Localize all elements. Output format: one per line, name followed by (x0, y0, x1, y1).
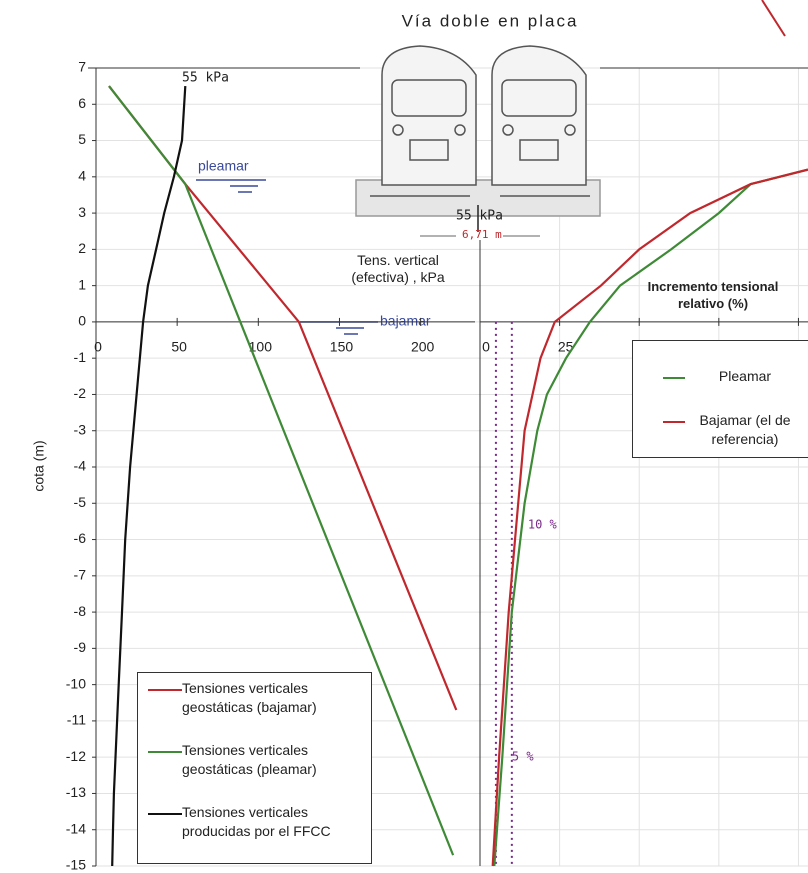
y-tick-label: 1 (78, 276, 86, 292)
x-tick-label: 200 (411, 339, 435, 355)
y-tick-label: 5 (78, 131, 86, 147)
y-tick-label: 4 (78, 168, 86, 184)
y-tick-label: -10 (66, 675, 86, 691)
line-series (493, 168, 808, 867)
y-tick-label: -8 (74, 603, 87, 619)
y-tick-label: -4 (74, 458, 87, 474)
legend-label: Pleamar (718, 368, 772, 384)
y-tick-label: -13 (66, 784, 86, 800)
annotation: pleamar (198, 158, 249, 174)
legend-swatch (148, 751, 182, 753)
legend-label: Bajamar (el de referencia) (699, 412, 791, 447)
y-tick-label: -3 (74, 421, 87, 437)
y-axis-label: cota (m) (31, 440, 47, 491)
title: Vía doble en placa (402, 11, 579, 30)
y-tick-label: -9 (74, 639, 87, 655)
annotation: 55 kPa (182, 71, 229, 86)
decor-line (761, 0, 786, 37)
y-tick-label: -7 (74, 567, 87, 583)
line-series (111, 86, 187, 867)
y-tick-label: -12 (66, 748, 86, 764)
y-tick-label: -1 (74, 349, 87, 365)
line-series (108, 85, 455, 856)
annotation: 6,71 m (462, 228, 502, 241)
legend-swatch (148, 813, 182, 815)
y-tick-label: -15 (66, 857, 86, 873)
y-tick-label: -2 (74, 385, 87, 401)
y-tick-label: -14 (66, 820, 86, 836)
grid (96, 67, 808, 867)
y-tick-label: 0 (78, 313, 86, 329)
y-tick-label: -5 (74, 494, 87, 510)
x-tick-label: 150 (330, 339, 354, 355)
reference-label: 10 % (528, 518, 558, 532)
x-tick-label: 50 (171, 339, 187, 355)
legend: Tensiones verticales geostáticas (bajama… (137, 672, 372, 864)
x-tick-label: 0 (94, 339, 102, 355)
train-illustration (355, 45, 601, 237)
y-tick-label: 2 (78, 240, 86, 256)
legend: Pleamar Bajamar (el de referencia) (632, 340, 808, 458)
legend-swatch (148, 689, 182, 691)
annotation: 55 kPa (456, 209, 503, 224)
x-tick-label: 0 (482, 339, 490, 355)
line-series (491, 168, 808, 867)
x-axis-label: Tens. vertical (efectiva) , kPa (351, 252, 445, 285)
legend-label: Tensiones verticales geostáticas (bajama… (182, 680, 317, 715)
y-tick-label: 6 (78, 95, 86, 111)
y-tick-label: 7 (78, 59, 86, 75)
y-tick-label: -11 (67, 712, 86, 728)
y-tick-label: -6 (74, 530, 87, 546)
legend-swatch (663, 421, 685, 423)
y-tick-label: 3 (78, 204, 86, 220)
x-tick-label: 25 (558, 339, 574, 355)
legend-label: Tensiones verticales geostáticas (pleama… (182, 742, 317, 777)
legend-label: Tensiones verticales producidas por el F… (182, 804, 331, 839)
x-axis-label: Incremento tensional relativo (%) (647, 279, 779, 311)
legend-swatch (663, 377, 685, 379)
x-tick-label: 100 (249, 339, 273, 355)
annotation: bajamar (380, 313, 431, 329)
reference-label: 5 % (512, 750, 534, 764)
